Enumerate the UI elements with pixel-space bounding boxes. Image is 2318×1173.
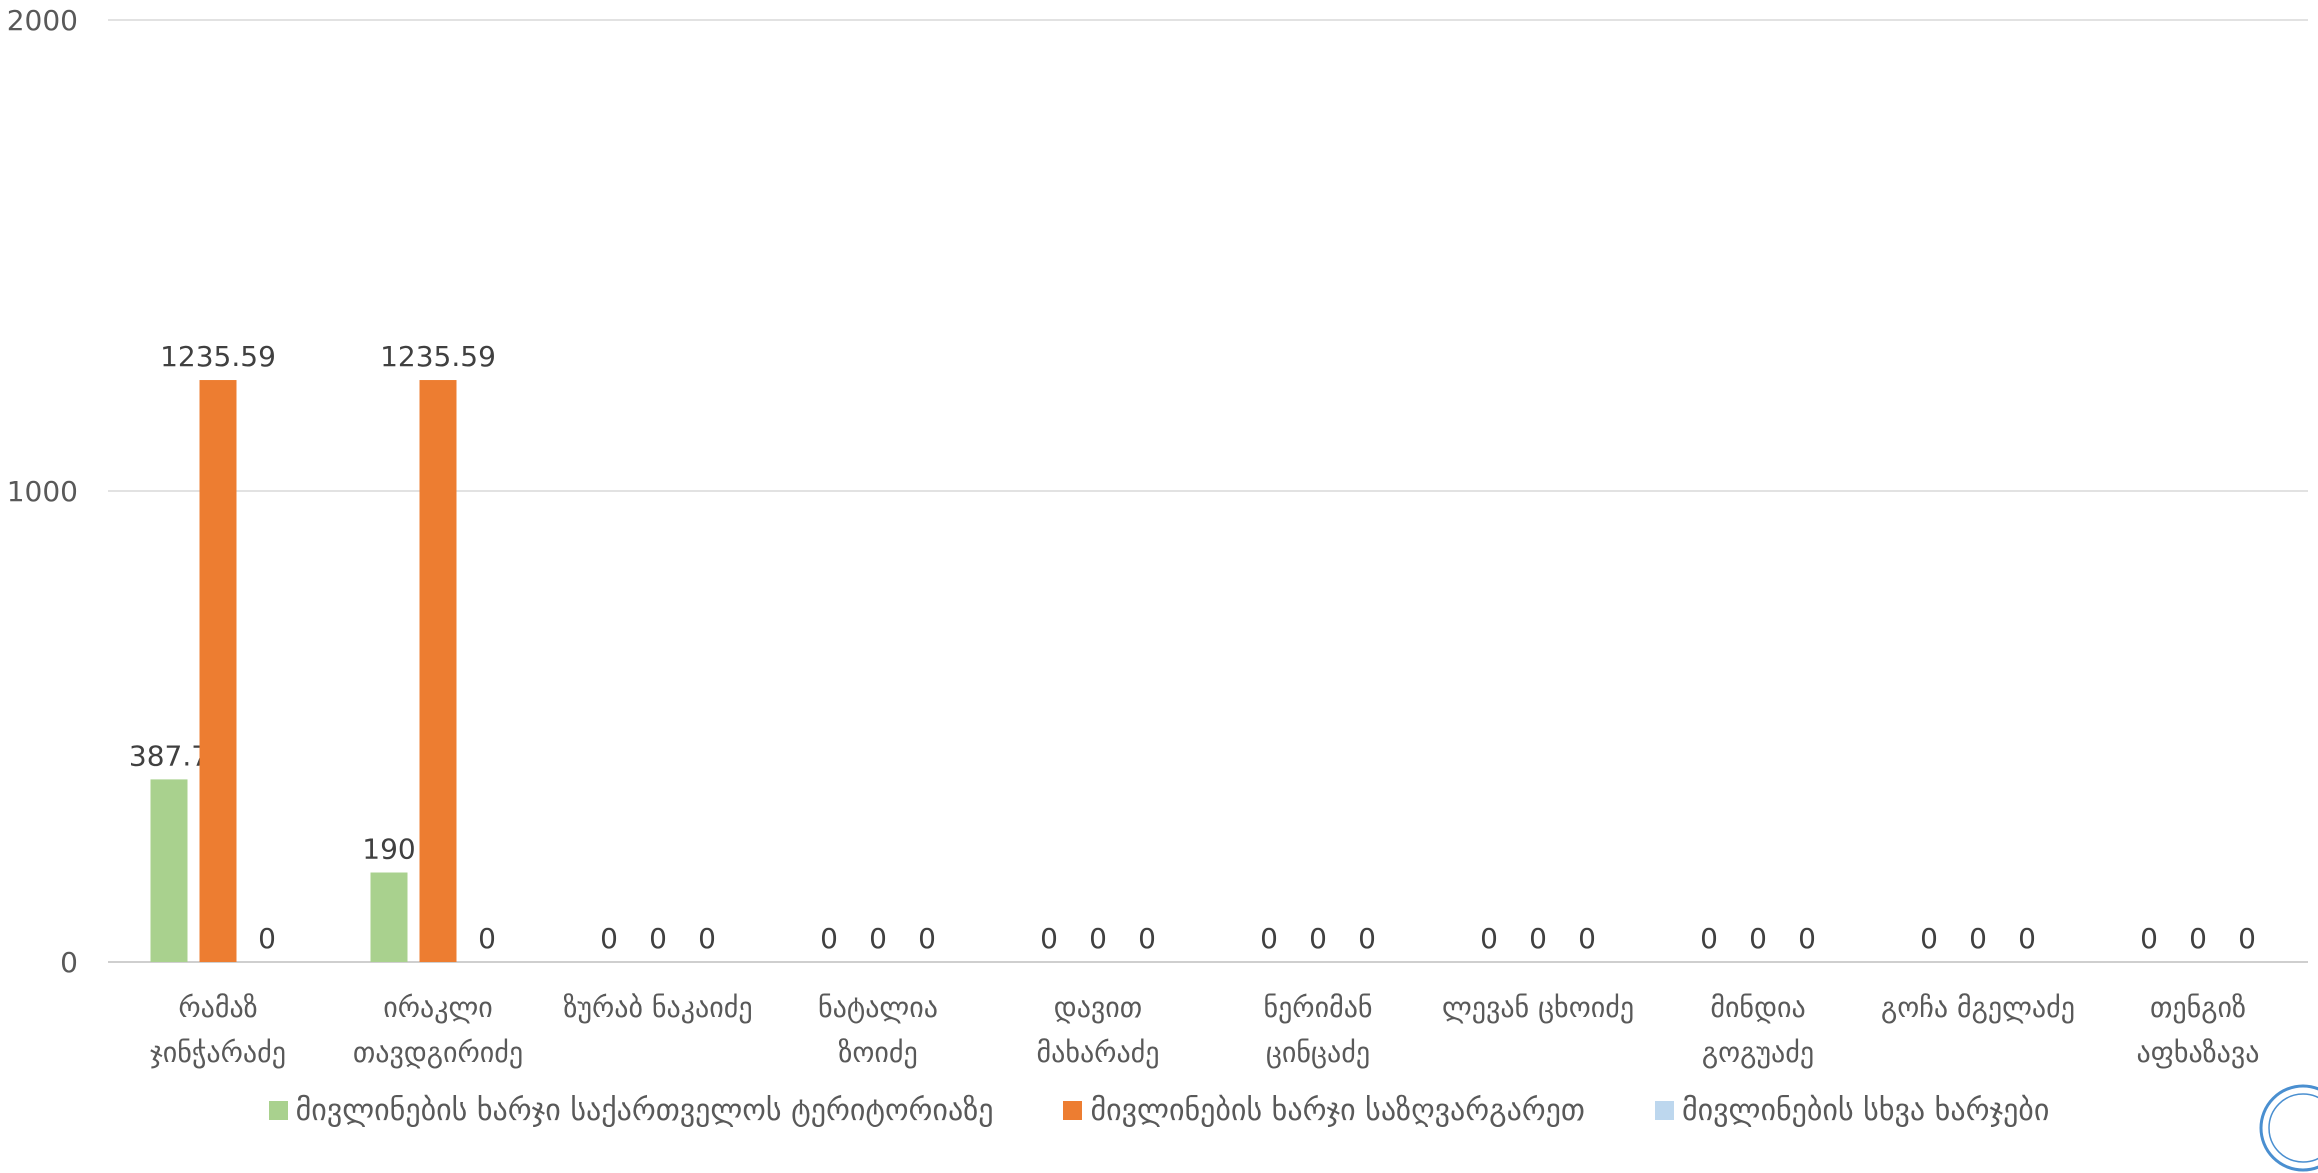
bar: [419, 380, 457, 962]
data-label: 0: [1969, 922, 1987, 955]
data-label: 0: [2238, 922, 2256, 955]
data-label: 1235.59: [160, 340, 276, 373]
legend-label: მივლინების ხარჯი საზღვარგარეთ: [1090, 1093, 1585, 1128]
data-label: 0: [918, 922, 936, 955]
x-tick-label: ზურაბ ნაკაიძე: [563, 991, 752, 1024]
x-tick-label: მახარაძე: [1036, 1036, 1159, 1069]
x-tick-label: რამაზ: [178, 991, 257, 1024]
legend-swatch: [1063, 1101, 1083, 1120]
x-tick-label: თავდგირიძე: [353, 1036, 523, 1069]
x-tick-label: ზოიძე: [838, 1036, 917, 1069]
legend-swatch: [1654, 1101, 1674, 1120]
data-label: 0: [698, 922, 716, 955]
data-label: 0: [1089, 922, 1107, 955]
y-tick-label: 0: [60, 946, 78, 979]
x-tick-label: გოგუაძე: [1702, 1036, 1814, 1069]
data-label: 0: [1529, 922, 1547, 955]
data-label: 0: [2018, 922, 2036, 955]
data-label: 0: [1260, 922, 1278, 955]
chart-legend: მივლინების ხარჯი საქართველოს ტერიტორიაზე…: [0, 1088, 2318, 1133]
data-label: 0: [1749, 922, 1767, 955]
legend-swatch: [268, 1101, 288, 1120]
data-label: 0: [478, 922, 496, 955]
bar: [199, 380, 237, 962]
bar: [150, 779, 188, 962]
data-label: 387.7: [129, 739, 209, 772]
x-tick-label: ნატალია: [818, 991, 938, 1024]
data-label: 0: [2140, 922, 2158, 955]
bar: [370, 872, 408, 962]
data-label: 0: [649, 922, 667, 955]
x-tick-label: ლევან ცხოიძე: [1442, 991, 1634, 1024]
data-label: 0: [1920, 922, 1938, 955]
legend-item: მივლინების სხვა ხარჯები: [1654, 1093, 2050, 1128]
x-tick-label: ცინცაძე: [1266, 1036, 1370, 1069]
data-label: 0: [2189, 922, 2207, 955]
data-label: 190: [362, 833, 415, 866]
x-tick-label: მინდია: [1710, 991, 1805, 1024]
data-label: 0: [1358, 922, 1376, 955]
legend-label: მივლინების სხვა ხარჯები: [1681, 1093, 2050, 1128]
data-label: 0: [600, 922, 618, 955]
seal-logo: [2259, 1084, 2318, 1172]
data-label: 0: [1578, 922, 1596, 955]
x-tick-label: ჯინჭარაძე: [150, 1036, 286, 1069]
x-tick-label: ირაკლი: [383, 991, 493, 1024]
y-tick-label: 2000: [7, 4, 78, 37]
x-tick-label: დავით: [1054, 991, 1142, 1024]
data-label: 0: [1040, 922, 1058, 955]
data-label: 0: [1700, 922, 1718, 955]
legend-item: მივლინების ხარჯი საზღვარგარეთ: [1063, 1093, 1585, 1128]
data-label: 0: [258, 922, 276, 955]
data-label: 0: [1480, 922, 1498, 955]
x-tick-label: აფხაზავა: [2137, 1036, 2260, 1069]
data-label: 0: [1798, 922, 1816, 955]
data-label: 0: [1309, 922, 1327, 955]
x-tick-label: თენგიზ: [2150, 991, 2246, 1024]
legend-label: მივლინების ხარჯი საქართველოს ტერიტორიაზე: [295, 1093, 994, 1128]
data-label: 0: [820, 922, 838, 955]
data-label: 0: [1138, 922, 1156, 955]
data-label: 1235.59: [380, 340, 496, 373]
y-tick-label: 1000: [7, 475, 78, 508]
x-tick-label: ნერიმან: [1263, 991, 1372, 1024]
legend-item: მივლინების ხარჯი საქართველოს ტერიტორიაზე: [268, 1093, 994, 1128]
x-tick-label: გოჩა მგელაძე: [1881, 991, 2075, 1024]
bar-chart: 0 1000 2000 387.7 1235.59 0 რამაზ ჯინჭარაძე 190 1…: [7, 4, 2308, 1069]
data-label: 0: [869, 922, 887, 955]
